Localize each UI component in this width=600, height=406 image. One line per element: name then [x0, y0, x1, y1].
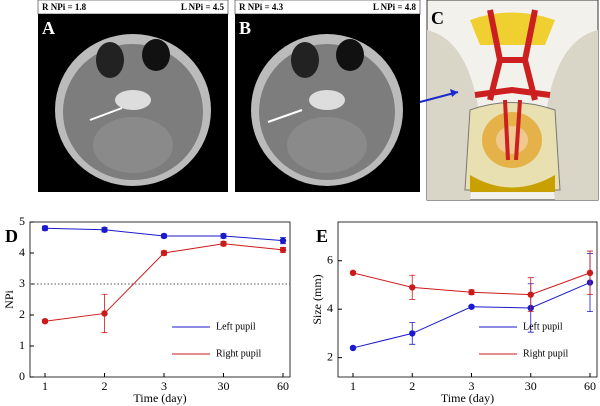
illustration-c	[419, 0, 599, 201]
right-npi: R NPi = 1.8	[42, 2, 87, 12]
y-tick-label: 4	[327, 301, 333, 315]
panel-label: E	[316, 226, 328, 246]
data-point	[279, 246, 287, 254]
x-tick-label: 1	[42, 379, 48, 393]
data-point	[101, 226, 108, 233]
x-tick-label: 30	[218, 379, 230, 393]
data-point	[409, 284, 416, 291]
legend-label: Left pupil	[216, 321, 256, 332]
legend-label: Right pupil	[523, 348, 569, 359]
x-tick-label: 2	[409, 379, 415, 393]
data-point	[409, 330, 416, 337]
ct-image-a	[37, 0, 229, 192]
data-point	[468, 303, 475, 310]
ct-image-b	[234, 0, 421, 192]
y-tick-label: 5	[19, 214, 25, 228]
y-tick-label: 4	[19, 245, 25, 259]
legend-label: Right pupil	[216, 348, 262, 359]
data-point	[349, 344, 357, 352]
y-tick-label: 2	[19, 307, 25, 321]
x-tick-label: 2	[102, 379, 108, 393]
data-point	[349, 269, 357, 277]
panel-label: C	[431, 8, 444, 28]
x-tick-label: 3	[469, 379, 475, 393]
data-point	[160, 249, 168, 257]
data-point	[220, 240, 227, 247]
data-point	[220, 232, 227, 240]
panel-label: D	[5, 226, 18, 246]
y-axis-label: NPi	[2, 290, 16, 309]
panel-label: B	[239, 18, 251, 38]
x-tick-label: 1	[350, 379, 356, 393]
x-tick-label: 60	[584, 379, 596, 393]
x-axis-label: Time (day)	[441, 391, 494, 405]
y-tick-label: 1	[19, 338, 25, 352]
right-npi: R NPi = 4.3	[239, 2, 284, 12]
y-tick-label: 6	[327, 253, 333, 267]
plot-frame	[29, 221, 291, 378]
data-point	[41, 318, 49, 325]
panel-label: A	[42, 18, 55, 38]
x-tick-label: 60	[277, 379, 289, 393]
x-tick-label: 30	[525, 379, 537, 393]
x-axis-label: Time (day)	[133, 391, 186, 405]
data-point	[160, 232, 168, 240]
data-point	[586, 269, 594, 277]
data-point	[468, 289, 475, 296]
data-point	[527, 291, 534, 298]
legend-label: Left pupil	[523, 321, 563, 332]
data-point	[41, 225, 49, 232]
left-npi: L NPi = 4.8	[373, 2, 417, 12]
left-npi: L NPi = 4.5	[181, 2, 225, 12]
y-tick-label: 0	[19, 369, 25, 383]
y-axis-label: Size (mm)	[310, 274, 324, 324]
plot-frame	[337, 221, 598, 378]
x-tick-label: 3	[161, 379, 167, 393]
y-tick-label: 2	[327, 349, 333, 363]
data-point	[279, 237, 287, 244]
y-tick-label: 3	[19, 276, 25, 290]
data-point	[101, 310, 108, 317]
